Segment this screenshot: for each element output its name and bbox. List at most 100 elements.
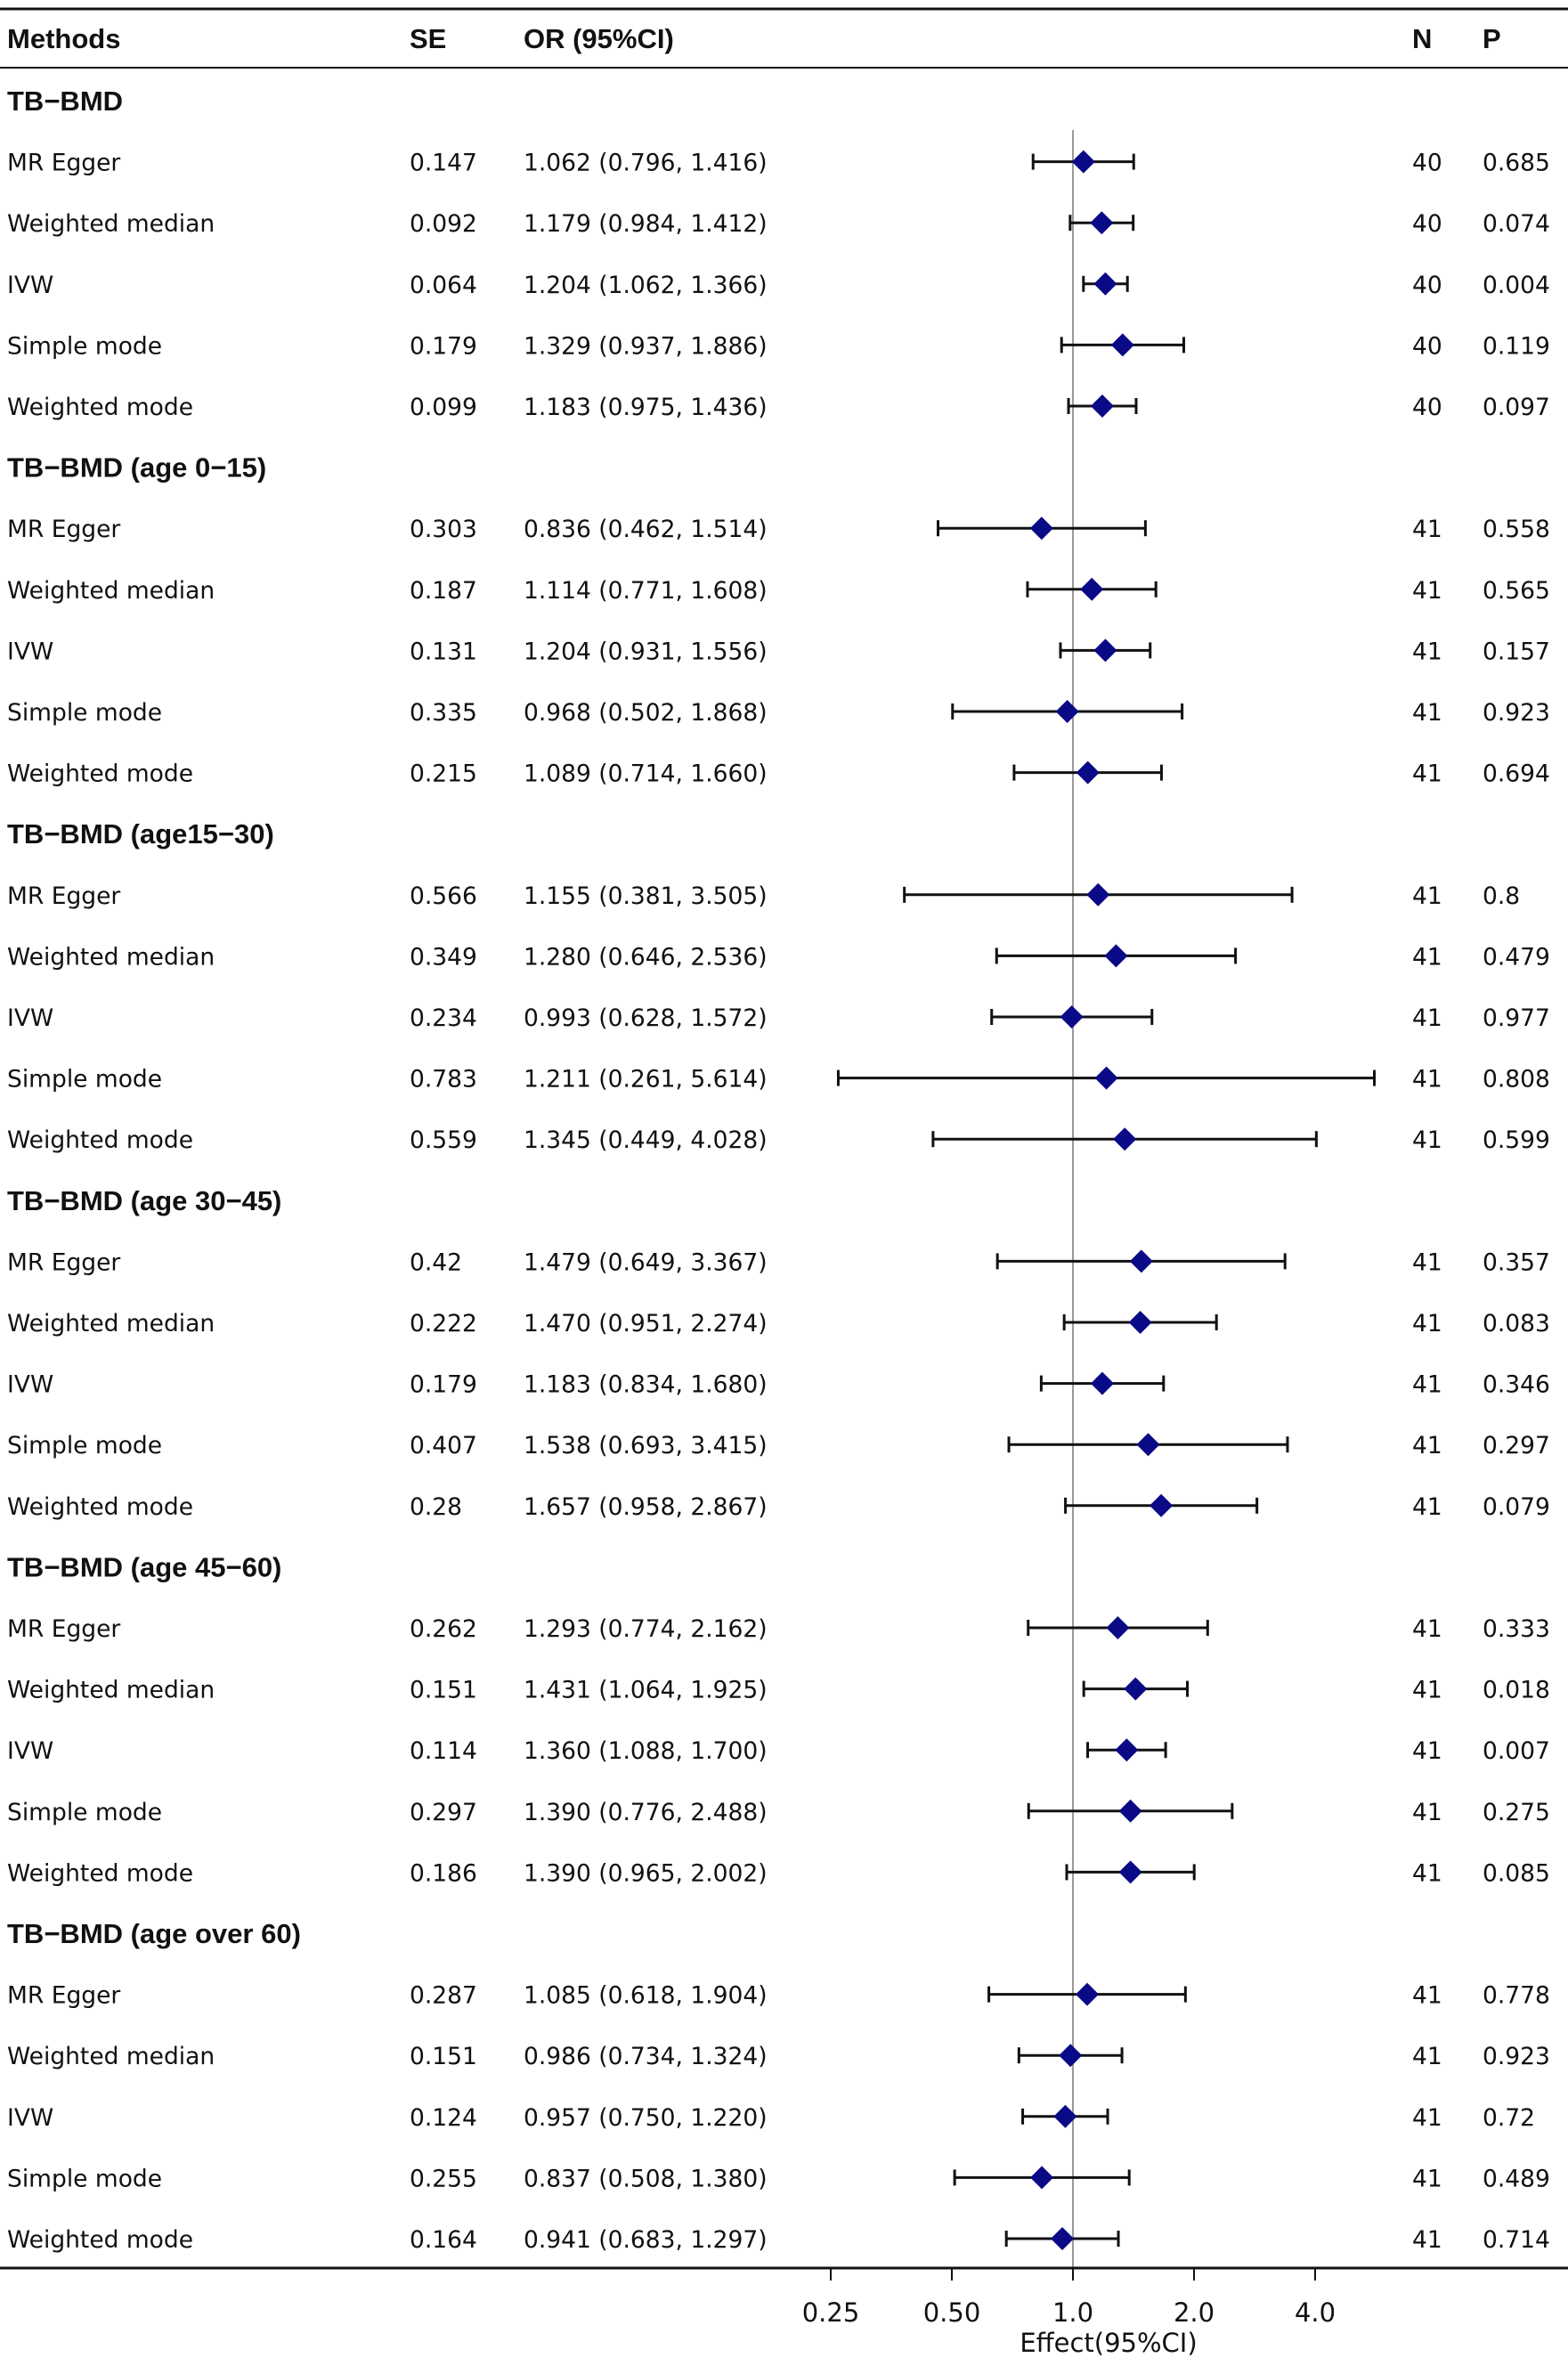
or-ci-cell: 1.390 (0.965, 2.002) — [524, 1859, 768, 1887]
point-estimate-marker — [1055, 700, 1079, 723]
point-estimate-marker — [1094, 1066, 1118, 1090]
method-cell: MR Egger — [7, 1615, 120, 1643]
table-row: IVW 0.114 1.360 (1.088, 1.700) 41 0.007 — [7, 1737, 1550, 1765]
p-cell: 0.685 — [1483, 150, 1550, 177]
method-cell: Simple mode — [7, 2165, 162, 2192]
n-cell: 40 — [1412, 210, 1442, 238]
or-ci-cell: 1.211 (0.261, 5.614) — [524, 1066, 768, 1094]
method-cell: Simple mode — [7, 1066, 162, 1094]
se-cell: 0.147 — [410, 150, 477, 177]
or-ci-cell: 1.183 (0.975, 1.436) — [524, 394, 768, 421]
or-ci-cell: 0.837 (0.508, 1.380) — [524, 2165, 768, 2192]
point-estimate-marker — [1053, 2104, 1077, 2128]
n-cell: 40 — [1412, 272, 1442, 299]
se-cell: 0.092 — [410, 210, 477, 238]
x-axis: 0.25 0.50 1.0 2.0 4.0 — [802, 2268, 1336, 2328]
point-estimate-marker — [1093, 272, 1117, 296]
p-cell: 0.085 — [1483, 1859, 1550, 1887]
se-cell: 0.783 — [410, 1066, 477, 1094]
p-cell: 0.479 — [1483, 943, 1550, 971]
point-estimate-marker — [1136, 1433, 1160, 1457]
header-p: P — [1483, 23, 1501, 54]
point-estimate-marker — [1118, 1799, 1142, 1823]
or-ci-cell: 1.345 (0.449, 4.028) — [524, 1126, 768, 1154]
table-row: MR Egger 0.287 1.085 (0.618, 1.904) 41 0.778 — [7, 1982, 1550, 2010]
x-tick-label: 0.25 — [802, 2297, 860, 2328]
n-cell: 41 — [1412, 1066, 1442, 1094]
or-ci-cell: 1.657 (0.958, 2.867) — [524, 1493, 768, 1521]
table-row: MR Egger 0.566 1.155 (0.381, 3.505) 41 0.8 — [7, 882, 1520, 910]
or-ci-cell: 1.479 (0.649, 3.367) — [524, 1248, 768, 1276]
p-cell: 0.923 — [1483, 699, 1550, 727]
or-ci-cell: 1.470 (0.951, 2.274) — [524, 1310, 768, 1337]
se-cell: 0.255 — [410, 2165, 477, 2192]
p-cell: 0.346 — [1483, 1371, 1550, 1399]
method-cell: IVW — [7, 2104, 53, 2132]
or-ci-cell: 1.062 (0.796, 1.416) — [524, 150, 768, 177]
se-cell: 0.187 — [410, 577, 477, 605]
x-tick-label: 4.0 — [1295, 2297, 1336, 2328]
method-cell: Weighted median — [7, 1677, 215, 1704]
group-title: TB−BMD (age 45−60) — [7, 1551, 281, 1582]
method-cell: MR Egger — [7, 516, 120, 543]
n-cell: 41 — [1412, 2043, 1442, 2070]
or-ci-cell: 1.293 (0.774, 2.162) — [524, 1615, 768, 1643]
method-cell: Weighted median — [7, 577, 215, 605]
table-row: Weighted mode 0.186 1.390 (0.965, 2.002) 41… — [7, 1859, 1550, 1887]
x-tick-label: 2.0 — [1174, 2297, 1215, 2328]
or-ci-cell: 0.968 (0.502, 1.868) — [524, 699, 768, 727]
p-cell: 0.778 — [1483, 1982, 1550, 2010]
p-cell: 0.923 — [1483, 2043, 1550, 2070]
se-cell: 0.28 — [410, 1493, 462, 1521]
point-estimate-marker — [1076, 1982, 1100, 2006]
se-cell: 0.303 — [410, 516, 477, 543]
point-estimate-marker — [1110, 333, 1134, 357]
p-cell: 0.694 — [1483, 760, 1550, 788]
point-estimate-marker — [1090, 211, 1114, 235]
method-cell: IVW — [7, 1004, 53, 1032]
table-row: Simple mode 0.255 0.837 (0.508, 1.380) 41 0.… — [7, 2165, 1550, 2192]
group-title: TB−BMD (age over 60) — [7, 1918, 301, 1949]
p-cell: 0.097 — [1483, 394, 1550, 421]
header-n: N — [1412, 23, 1432, 54]
n-cell: 41 — [1412, 638, 1442, 665]
x-axis-label: Effect(95%CI) — [1020, 2328, 1197, 2358]
table-row: Simple mode 0.783 1.211 (0.261, 5.614) 41 0.… — [7, 1066, 1550, 1094]
table-row: MR Egger 0.303 0.836 (0.462, 1.514) 41 0.558 — [7, 516, 1550, 543]
method-cell: IVW — [7, 272, 53, 299]
n-cell: 41 — [1412, 1248, 1442, 1276]
se-cell: 0.151 — [410, 2043, 477, 2070]
method-cell: Simple mode — [7, 332, 162, 360]
p-cell: 0.007 — [1483, 1737, 1550, 1765]
point-estimate-marker — [1106, 1616, 1130, 1639]
n-cell: 41 — [1412, 1310, 1442, 1337]
table-row: Weighted median 0.222 1.470 (0.951, 2.274)… — [7, 1310, 1550, 1337]
point-estimate-marker — [1029, 516, 1053, 541]
se-cell: 0.42 — [410, 1248, 462, 1276]
or-ci-cell: 1.085 (0.618, 1.904) — [524, 1982, 768, 2010]
p-cell: 0.8 — [1483, 882, 1520, 910]
method-cell: Weighted median — [7, 943, 215, 971]
point-estimate-marker — [1128, 1311, 1152, 1334]
method-cell: Weighted median — [7, 1310, 215, 1337]
p-cell: 0.157 — [1483, 638, 1550, 665]
or-ci-cell: 1.390 (0.776, 2.488) — [524, 1799, 768, 1826]
or-ci-cell: 0.836 (0.462, 1.514) — [524, 516, 768, 543]
table-row: Simple mode 0.335 0.968 (0.502, 1.868) 41 0.… — [7, 699, 1550, 727]
se-cell: 0.179 — [410, 1371, 477, 1399]
or-ci-cell: 1.360 (1.088, 1.700) — [524, 1737, 768, 1765]
method-cell: Weighted mode — [7, 1493, 193, 1521]
se-cell: 0.349 — [410, 943, 477, 971]
method-cell: IVW — [7, 1737, 53, 1765]
point-estimate-marker — [1090, 394, 1114, 418]
se-cell: 0.287 — [410, 1982, 477, 2010]
n-cell: 41 — [1412, 516, 1442, 543]
p-cell: 0.083 — [1483, 1310, 1550, 1337]
header-se: SE — [410, 23, 446, 54]
n-cell: 41 — [1412, 2104, 1442, 2132]
se-cell: 0.114 — [410, 1737, 477, 1765]
or-ci-cell: 0.993 (0.628, 1.572) — [524, 1004, 768, 1032]
or-ci-cell: 0.941 (0.683, 1.297) — [524, 2226, 768, 2254]
point-estimate-marker — [1076, 760, 1100, 785]
